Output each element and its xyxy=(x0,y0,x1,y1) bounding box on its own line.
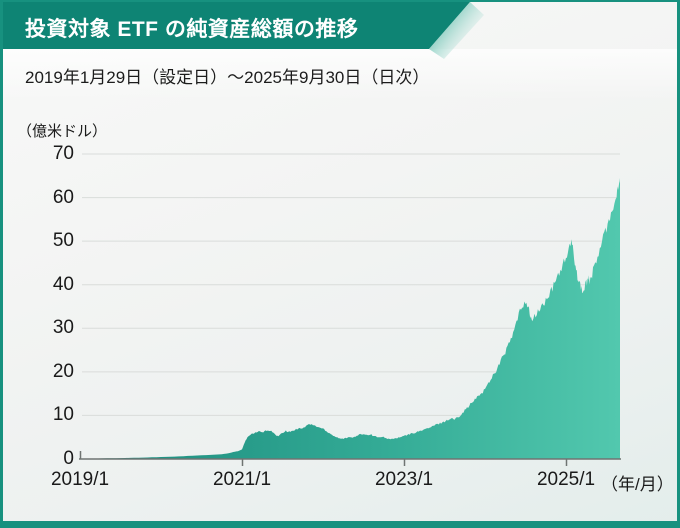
x-axis-unit-label: （年/月） xyxy=(601,475,674,494)
y-axis-unit-label: （億米ドル） xyxy=(17,123,108,140)
chart-subtitle: 2019年1月29日（設定日）〜2025年9月30日（日次） xyxy=(25,68,430,87)
subtitle-strip xyxy=(3,49,677,101)
area-series xyxy=(80,178,620,459)
header-banner xyxy=(0,2,484,59)
page-title: 投資対象 ETF の純資産総額の推移 xyxy=(25,18,359,41)
banner-shape xyxy=(0,2,470,49)
banner-accent-wedge xyxy=(429,2,484,59)
